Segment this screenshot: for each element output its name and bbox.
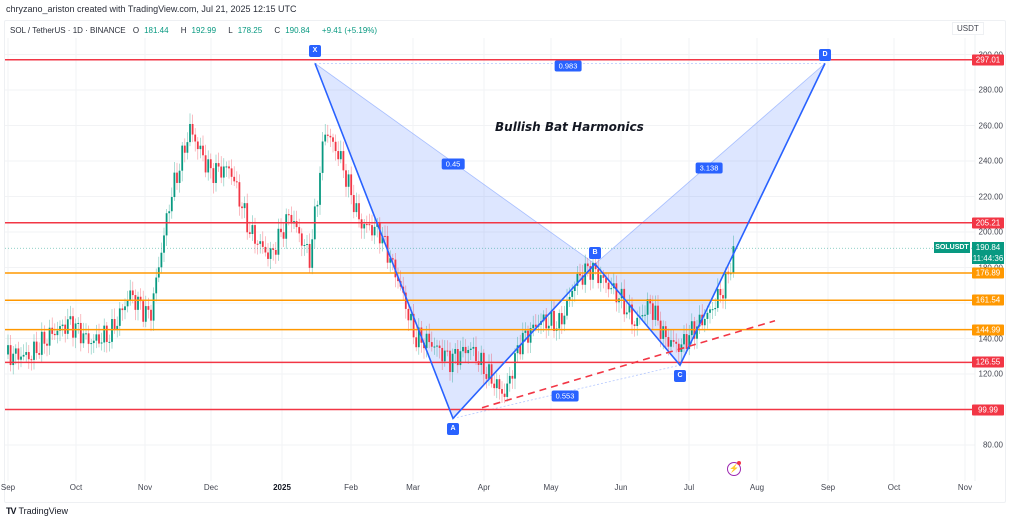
price-tick-label: 200.00 <box>978 227 1003 237</box>
time-tick-label: Sep <box>0 483 16 492</box>
current-price-tag: 190.84 11:44:36 <box>972 242 1004 264</box>
time-tick-label: Jun <box>614 483 628 492</box>
currency-label[interactable]: USDT <box>952 22 984 35</box>
time-tick-label: Nov <box>137 483 153 492</box>
time-tick-label: Feb <box>344 483 358 492</box>
price-tick-label: 140.00 <box>978 334 1003 343</box>
level-tag-297.01: 297.01 <box>972 54 1004 66</box>
bar-countdown: 11:44:36 <box>972 254 1004 263</box>
level-tag-205.21: 205.21 <box>972 217 1004 229</box>
level-tag-161.54: 161.54 <box>972 294 1004 306</box>
price-tick-label: 180.00 <box>979 263 1003 272</box>
time-tick-label: Aug <box>749 483 765 492</box>
point-label-b[interactable]: B <box>589 246 601 259</box>
ratio-label[interactable]: 3.138 <box>695 162 723 174</box>
low-value: 178.25 <box>237 26 263 35</box>
price-tick-label: 80.00 <box>982 440 1003 450</box>
close-value: 190.84 <box>285 26 310 35</box>
brand-name: TradingView <box>18 506 69 516</box>
flash-icon[interactable]: ⚡ <box>727 462 741 476</box>
change-value: +9.41 (+5.19%) <box>321 26 378 35</box>
price-tick-label: 280.00 <box>978 85 1003 95</box>
point-label-a[interactable]: A <box>447 423 459 436</box>
time-tick-label: Oct <box>887 483 901 492</box>
point-label-d[interactable]: D <box>819 49 831 62</box>
tradingview-mark-icon: TV <box>6 506 16 516</box>
level-tag-99.99: 99.99 <box>972 404 1004 416</box>
price-tick-label: 240.00 <box>978 156 1003 166</box>
price-tick-label: 220.00 <box>978 192 1003 201</box>
ratio-label[interactable]: 0.553 <box>551 390 579 402</box>
time-tick-label: Nov <box>957 483 973 492</box>
time-axis[interactable]: Sep Oct Nov Dec 2025 Feb Mar Apr May Jun Jul Aug Sep… <box>0 483 975 497</box>
current-symbol-tag: SOLUSDT <box>934 242 970 253</box>
time-tick-label: Dec <box>203 483 219 492</box>
ratio-label[interactable]: 0.983 <box>554 60 582 72</box>
pattern-title[interactable]: Bullish Bat Harmonics <box>495 120 644 134</box>
symbol-name[interactable]: SOL / TetherUS · 1D · BINANCE <box>10 26 126 35</box>
notification-dot <box>737 461 741 465</box>
time-tick-label: Jul <box>683 483 695 492</box>
time-tick-label: Sep <box>820 483 836 492</box>
point-label-c[interactable]: C <box>674 370 686 383</box>
time-tick-label: Apr <box>477 483 491 492</box>
tradingview-logo: TV TradingView <box>6 506 68 516</box>
open-value: 181.44 <box>144 26 169 35</box>
time-tick-label: Oct <box>69 483 83 492</box>
price-tick-label: 260.00 <box>978 121 1003 130</box>
time-tick-label: 2025 <box>273 483 291 492</box>
point-label-x[interactable]: X <box>309 45 321 58</box>
level-tag-144.99: 144.99 <box>972 324 1004 336</box>
ratio-label[interactable]: 0.45 <box>441 158 465 170</box>
chart-frame <box>4 20 1006 503</box>
high-value: 192.99 <box>191 26 217 35</box>
price-tick-label: 120.00 <box>978 369 1003 379</box>
current-price: 190.84 <box>975 243 1001 252</box>
time-tick-label: Mar <box>406 483 420 492</box>
chart-credit: chryzano_ariston created with TradingVie… <box>6 4 297 14</box>
level-tag-176.89: 176.89 <box>972 267 1004 279</box>
time-tick-label: May <box>543 483 559 492</box>
level-tag-126.55: 126.55 <box>972 356 1004 368</box>
